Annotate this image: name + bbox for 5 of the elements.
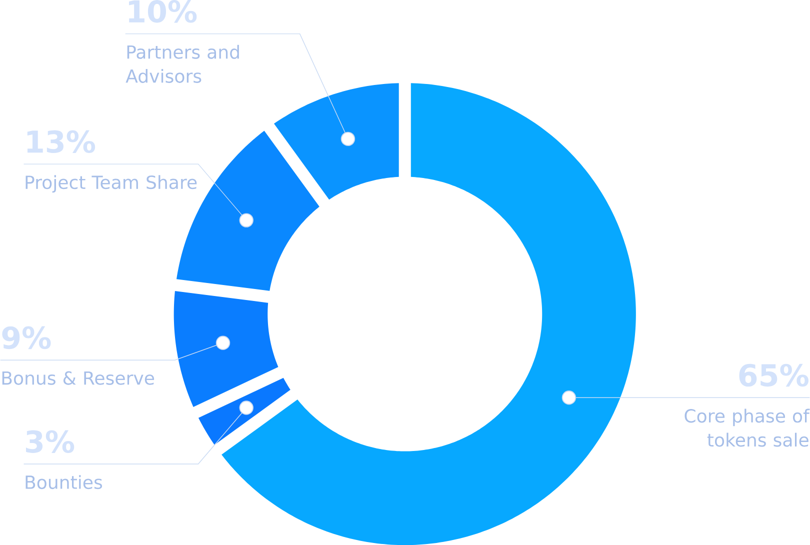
slice-label: Core phase of tokens sale [684, 408, 810, 447]
slice-label: Bounties [26, 475, 102, 490]
slice-label: Bonus & Reserve [2, 371, 154, 385]
slice-label: Partners and Advisors [126, 44, 239, 83]
slice-label: Project Team Share [26, 175, 197, 193]
